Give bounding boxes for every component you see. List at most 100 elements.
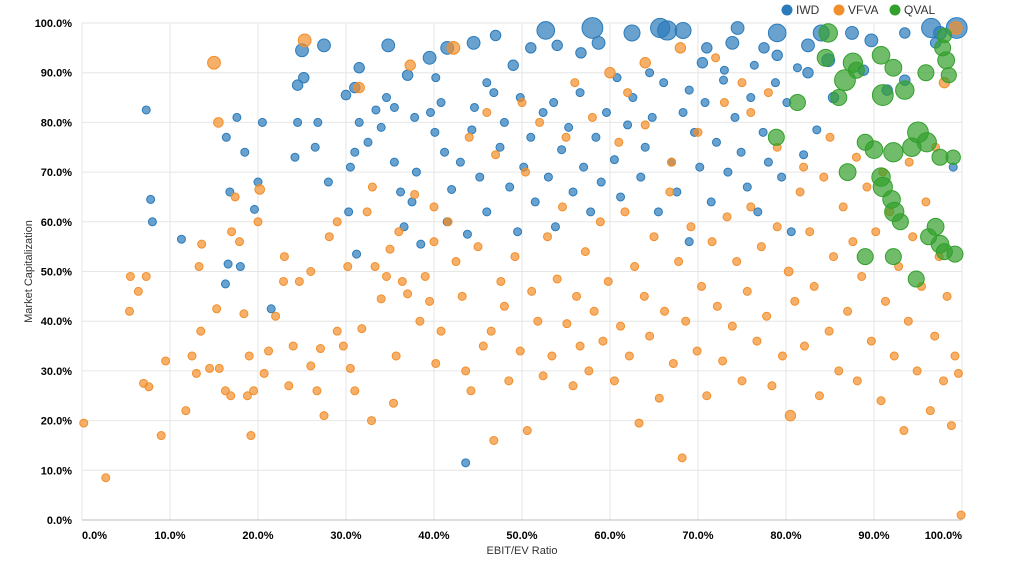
data-point[interactable] [146,194,156,204]
data-point[interactable] [259,368,269,378]
data-point[interactable] [623,24,641,42]
data-point[interactable] [196,326,206,336]
data-point[interactable] [737,376,747,386]
data-point[interactable] [473,242,483,252]
data-point[interactable] [830,89,848,107]
data-point[interactable] [505,182,515,192]
data-point[interactable] [313,117,323,127]
data-point[interactable] [824,326,834,336]
data-point[interactable] [235,237,245,247]
data-point[interactable] [354,117,364,127]
data-point[interactable] [857,271,867,281]
data-point[interactable] [866,336,876,346]
data-point[interactable] [482,207,492,217]
data-point[interactable] [376,122,386,132]
data-point[interactable] [848,237,858,247]
data-point[interactable] [946,245,964,263]
data-point[interactable] [825,132,835,142]
data-point[interactable] [921,197,931,207]
data-point[interactable] [767,23,787,43]
data-point[interactable] [930,331,940,341]
data-point[interactable] [407,197,417,207]
data-point[interactable] [317,38,331,53]
data-point[interactable] [254,184,266,195]
data-point[interactable] [940,67,957,84]
data-point[interactable] [772,222,782,232]
data-point[interactable] [883,142,904,163]
data-point[interactable] [550,222,560,232]
data-point[interactable] [674,21,692,39]
data-point[interactable] [357,324,367,334]
data-point[interactable] [403,289,413,299]
data-point[interactable] [612,73,622,83]
data-point[interactable] [324,232,334,242]
data-point[interactable] [838,202,848,212]
data-point[interactable] [535,117,545,127]
data-point[interactable] [478,341,488,351]
data-point[interactable] [279,252,289,262]
data-point[interactable] [674,257,684,267]
data-point[interactable] [723,167,733,177]
data-point[interactable] [856,248,874,266]
data-point[interactable] [809,281,819,291]
data-point[interactable] [660,306,670,316]
data-point[interactable] [589,306,599,316]
data-point[interactable] [895,80,915,100]
data-point[interactable] [795,187,805,197]
data-point[interactable] [742,182,752,192]
data-point[interactable] [385,244,395,254]
data-point[interactable] [770,78,780,88]
data-point[interactable] [818,23,838,43]
data-point[interactable] [350,147,360,157]
data-point[interactable] [603,276,613,286]
data-point[interactable] [711,53,721,63]
data-point[interactable] [575,88,585,98]
data-point[interactable] [851,152,861,162]
data-point[interactable] [266,304,276,314]
data-point[interactable] [551,39,563,52]
data-point[interactable] [700,98,710,108]
data-point[interactable] [749,60,759,70]
data-point[interactable] [730,112,740,122]
data-point[interactable] [533,316,543,326]
data-point[interactable] [862,182,872,192]
data-point[interactable] [829,252,839,262]
data-point[interactable] [475,172,485,182]
data-point[interactable] [141,105,151,115]
data-point[interactable] [345,363,355,373]
data-point[interactable] [319,411,329,421]
data-point[interactable] [125,306,135,316]
data-point[interactable] [469,102,479,112]
data-point[interactable] [572,291,582,301]
data-point[interactable] [404,59,416,71]
data-point[interactable] [411,167,421,177]
data-point[interactable] [517,98,527,108]
data-point[interactable] [904,157,914,167]
data-point[interactable] [812,125,822,135]
data-point[interactable] [604,67,616,79]
data-point[interactable] [595,217,605,227]
data-point[interactable] [310,142,320,152]
data-point[interactable] [884,58,903,77]
data-point[interactable] [946,421,956,431]
data-point[interactable] [144,382,154,392]
data-point[interactable] [297,33,312,48]
data-point[interactable] [244,351,254,361]
data-point[interactable] [552,274,562,284]
data-point[interactable] [677,453,687,463]
data-point[interactable] [212,304,222,314]
data-point[interactable] [950,351,960,361]
data-point[interactable] [737,78,747,88]
data-point[interactable] [264,346,274,356]
data-point[interactable] [654,393,664,403]
data-point[interactable] [522,426,532,436]
data-point[interactable] [711,137,721,147]
data-point[interactable] [431,73,441,83]
data-point[interactable] [730,21,745,35]
data-point[interactable] [601,107,611,117]
data-point[interactable] [343,262,353,272]
data-point[interactable] [640,142,650,152]
data-point[interactable] [353,81,365,94]
data-point[interactable] [746,107,756,117]
data-point[interactable] [425,107,435,117]
